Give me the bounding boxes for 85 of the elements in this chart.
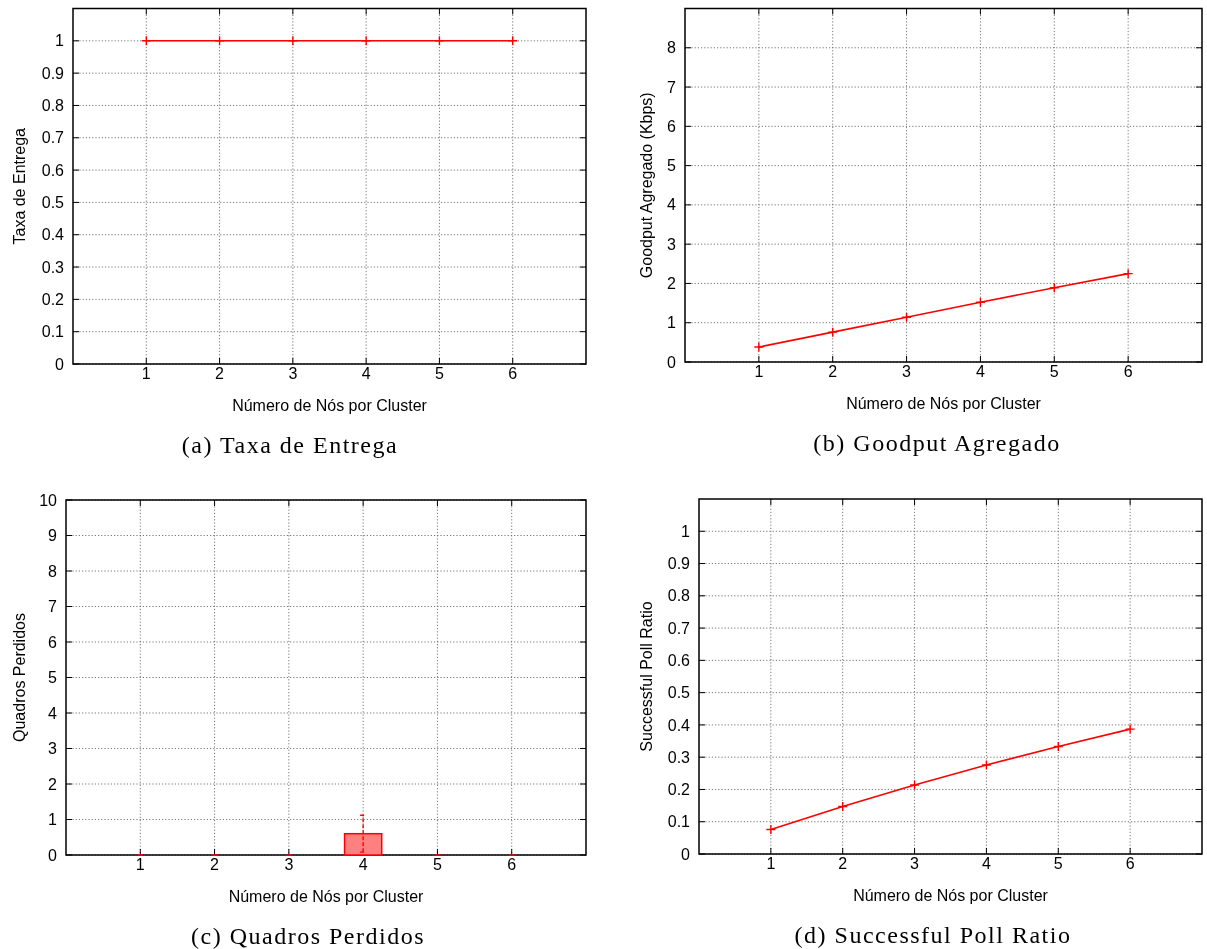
x-tick-label: 1 bbox=[135, 856, 145, 874]
y-tick-label: 2 bbox=[667, 275, 677, 293]
x-tick-label: 4 bbox=[975, 363, 985, 381]
point bbox=[909, 779, 920, 791]
y-tick-label: 10 bbox=[39, 491, 58, 509]
y-tick-label: 0.7 bbox=[667, 619, 691, 637]
x-tick-label: 4 bbox=[981, 855, 991, 873]
y-tick-label: 0.5 bbox=[667, 684, 691, 702]
x-tick-label: 5 bbox=[432, 856, 442, 874]
y-tick-label: 0.3 bbox=[667, 748, 691, 766]
x-tick-label: 2 bbox=[210, 856, 220, 874]
y-tick-label: 0.6 bbox=[667, 651, 691, 669]
y-tick-label: 8 bbox=[48, 562, 58, 580]
y-tick-label: 0.4 bbox=[41, 226, 65, 244]
x-tick-label: 5 bbox=[1049, 363, 1059, 381]
y-tick-label: 0 bbox=[667, 353, 677, 371]
x-tick-label: 1 bbox=[766, 855, 776, 873]
point bbox=[765, 824, 777, 835]
y-tick-label: 0 bbox=[55, 355, 65, 373]
x-tick-label: 2 bbox=[828, 363, 838, 381]
text: (c) Quadros Perdidos bbox=[191, 923, 425, 949]
x-tick-label: 6 bbox=[1125, 855, 1135, 873]
y-tick-label: 0.8 bbox=[667, 587, 691, 605]
x-tick-label: 2 bbox=[215, 365, 225, 383]
y-tick-label: 9 bbox=[48, 527, 58, 545]
y-axis-title: Goodput Agregado (Kbps) bbox=[637, 92, 655, 279]
y-tick-label: 1 bbox=[681, 522, 691, 540]
y-tick-label: 0.9 bbox=[41, 64, 65, 82]
y-tick-label: 7 bbox=[48, 598, 58, 616]
y-tick-label: 0.6 bbox=[41, 161, 65, 179]
x-tick-label: 3 bbox=[284, 856, 294, 874]
y-tick-label: 0.9 bbox=[667, 555, 691, 573]
point bbox=[827, 326, 838, 338]
y-tick-label: 0.5 bbox=[41, 194, 65, 212]
y-tick-label: 0.4 bbox=[667, 716, 691, 734]
text: (b) Goodput Agregado bbox=[813, 430, 1061, 456]
y-tick-label: 3 bbox=[48, 740, 58, 758]
x-tick-label: 3 bbox=[902, 363, 912, 381]
x-tick-label: 1 bbox=[754, 363, 764, 381]
y-tick-label: 0.1 bbox=[41, 323, 65, 341]
text: (a) Taxa de Entrega bbox=[181, 432, 399, 458]
y-tick-label: 0 bbox=[48, 846, 58, 864]
x-tick-label: 2 bbox=[838, 855, 848, 873]
x-axis-title: Número de Nós por Cluster bbox=[228, 888, 425, 905]
y-tick-label: 6 bbox=[667, 117, 677, 135]
y-tick-label: 6 bbox=[48, 633, 58, 651]
y-tick-label: 5 bbox=[667, 157, 677, 175]
y-tick-label: 1 bbox=[55, 32, 65, 50]
point bbox=[1124, 723, 1136, 735]
y-tick-label: 0.1 bbox=[667, 813, 691, 831]
point bbox=[1122, 268, 1134, 279]
point bbox=[981, 759, 992, 771]
x-axis-title: Número de Nós por Cluster bbox=[232, 397, 428, 414]
x-axis-title: Número de Nós por Cluster bbox=[846, 395, 1042, 412]
point bbox=[753, 341, 765, 353]
y-tick-label: 7 bbox=[667, 78, 677, 96]
x-tick-label: 5 bbox=[1053, 855, 1063, 873]
x-tick-label: 6 bbox=[507, 856, 517, 874]
x-tick-label: 6 bbox=[508, 365, 518, 383]
y-tick-label: 0.2 bbox=[667, 781, 691, 799]
x-tick-label: 4 bbox=[361, 365, 371, 383]
y-tick-label: 1 bbox=[667, 314, 677, 332]
x-axis-title: Número de Nós por Cluster bbox=[853, 887, 1049, 904]
y-tick-label: 0.8 bbox=[41, 97, 65, 115]
y-tick-label: 0 bbox=[681, 845, 691, 863]
x-tick-label: 3 bbox=[288, 365, 298, 383]
x-tick-label: 1 bbox=[141, 365, 151, 383]
x-tick-label: 6 bbox=[1123, 363, 1133, 381]
y-tick-label: 0.2 bbox=[41, 290, 65, 308]
y-tick-label: 2 bbox=[48, 775, 58, 793]
y-axis-title: Taxa de Entrega bbox=[10, 127, 28, 245]
y-tick-label: 4 bbox=[667, 196, 677, 214]
y-tick-label: 1 bbox=[48, 811, 58, 829]
y-axis-title: Successful Poll Ratio bbox=[637, 601, 655, 752]
text: (d) Successful Poll Ratio bbox=[794, 922, 1072, 948]
x-tick-label: 4 bbox=[358, 856, 368, 874]
y-tick-label: 0.3 bbox=[41, 258, 65, 276]
y-tick-label: 3 bbox=[667, 235, 677, 253]
x-tick-label: 5 bbox=[434, 365, 444, 383]
y-tick-label: 8 bbox=[667, 39, 677, 57]
y-tick-label: 0.7 bbox=[41, 129, 65, 147]
x-tick-label: 3 bbox=[910, 855, 920, 873]
y-axis-title: Quadros Perdidos bbox=[10, 613, 28, 742]
y-tick-label: 5 bbox=[48, 669, 58, 687]
y-tick-label: 4 bbox=[48, 704, 58, 722]
